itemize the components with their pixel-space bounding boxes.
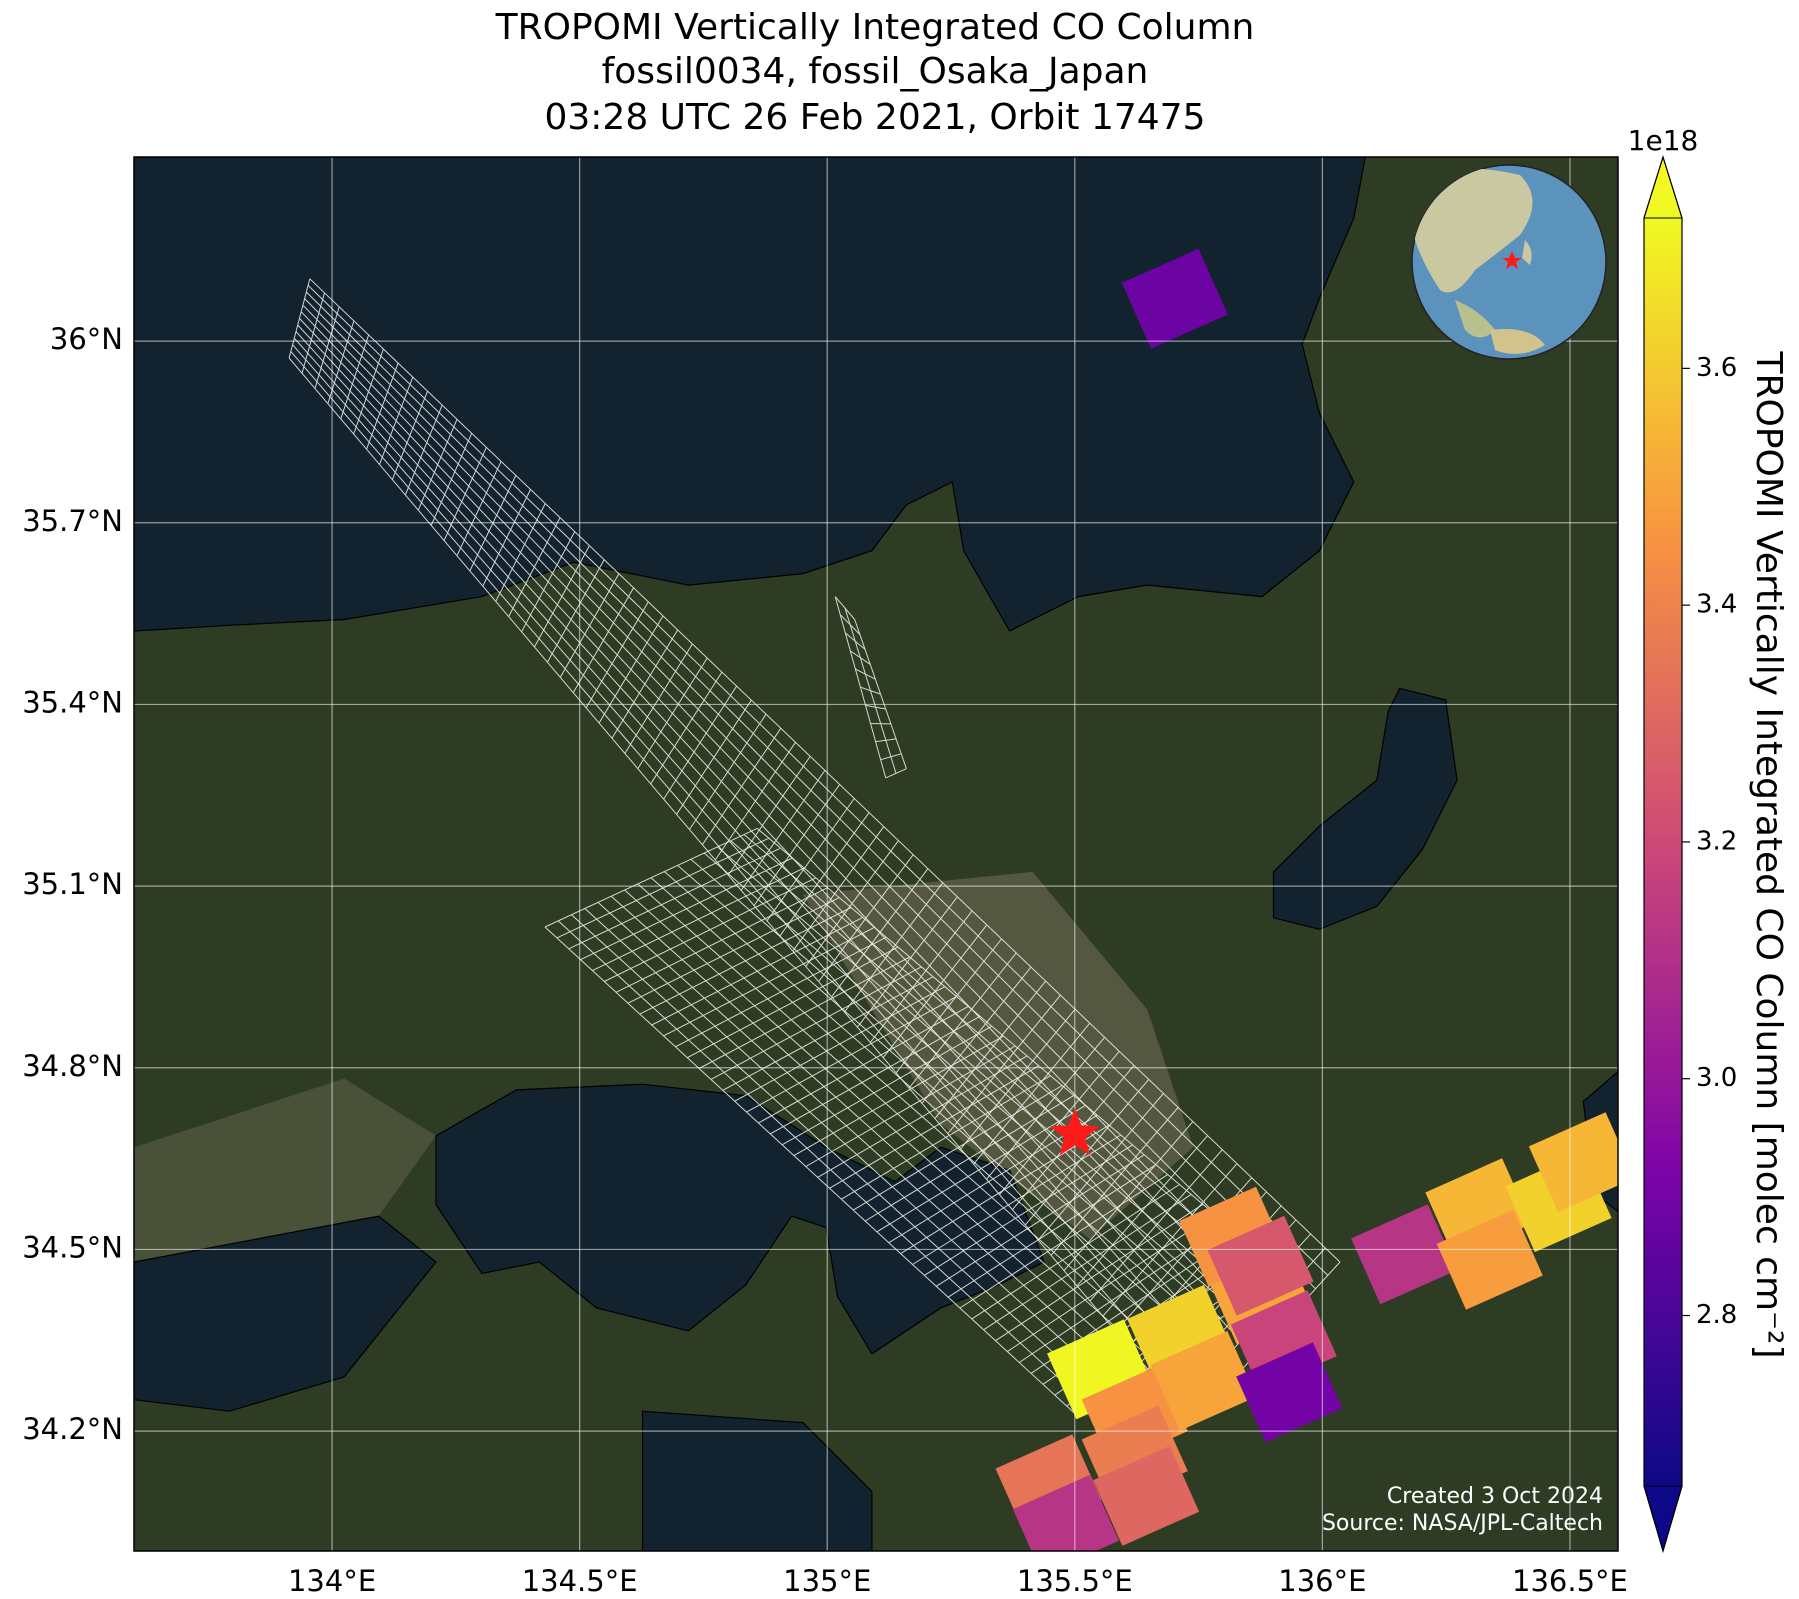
- x-tick-label: 134°E: [288, 1564, 376, 1598]
- water: [641, 1410, 873, 1551]
- globe-land: [1412, 168, 1533, 293]
- y-tick-label: 35.1°N: [22, 867, 123, 901]
- map-frame: [133, 156, 1619, 1552]
- y-tick-label: 34.2°N: [22, 1412, 123, 1446]
- water: [134, 157, 1366, 632]
- globe-land: [1490, 329, 1545, 354]
- colorbar-extend-bottom: [1643, 1485, 1683, 1553]
- y-tick-label: 35.4°N: [22, 685, 123, 719]
- co-pixel: [1012, 1474, 1119, 1551]
- co-pixel: [1528, 1112, 1618, 1213]
- globe-land: [1455, 300, 1495, 338]
- y-tick-label: 36°N: [50, 322, 123, 356]
- co-pixel: [1207, 1215, 1314, 1316]
- colorbar-scale-label: 1e18: [1628, 124, 1699, 157]
- title-line: TROPOMI Vertically Integrated CO Column: [495, 7, 1255, 48]
- x-tick-label: 136.5°E: [1512, 1564, 1628, 1598]
- map-area: [134, 157, 1618, 1551]
- x-tick-label: 135°E: [783, 1564, 871, 1598]
- water: [1272, 687, 1458, 930]
- globe-land: [1522, 240, 1532, 265]
- colorbar-extend-top: [1643, 155, 1683, 219]
- title-line: 03:28 UTC 26 Feb 2021, Orbit 17475: [544, 97, 1205, 138]
- x-tick-label: 136°E: [1278, 1564, 1366, 1598]
- y-tick-label: 34.8°N: [22, 1049, 123, 1083]
- colorbar-tick-label: 3.0: [1696, 1063, 1737, 1093]
- footprint-grid: [544, 827, 1286, 1418]
- site-marker: [1050, 1108, 1100, 1156]
- colorbar-tick-label: 3.2: [1696, 826, 1737, 856]
- x-tick-label: 134.5°E: [522, 1564, 638, 1598]
- colorbar-tick-label: 3.6: [1696, 353, 1737, 383]
- plain: [134, 1078, 436, 1262]
- inset-globe: [1411, 164, 1607, 360]
- colorbar-tick-label: 2.8: [1696, 1300, 1737, 1330]
- co-pixel: [1351, 1204, 1458, 1305]
- y-tick-label: 34.5°N: [22, 1230, 123, 1264]
- colorbar-tick-label: 3.4: [1696, 590, 1737, 620]
- credit-text: Source: NASA/JPL-Caltech: [1322, 1511, 1603, 1536]
- footprint-grid: [834, 596, 907, 779]
- co-pixel: [1121, 248, 1228, 349]
- colorbar: [1644, 218, 1682, 1486]
- co-pixel: [1150, 1330, 1257, 1431]
- colorbar-frame: [1643, 154, 1683, 1554]
- credit-text: Created 3 Oct 2024: [1387, 1484, 1603, 1509]
- water: [435, 1083, 1045, 1355]
- y-tick-label: 35.7°N: [22, 504, 123, 538]
- globe-site-marker: [1502, 251, 1522, 269]
- x-tick-label: 135.5°E: [1017, 1564, 1133, 1598]
- title-line: fossil0034, fossil_Osaka_Japan: [602, 51, 1149, 92]
- colorbar-label: TROPOMI Vertically Integrated CO Column …: [1748, 350, 1789, 1358]
- co-pixel: [1436, 1209, 1543, 1310]
- co-pixel: [1093, 1445, 1200, 1546]
- co-pixel: [1236, 1342, 1343, 1443]
